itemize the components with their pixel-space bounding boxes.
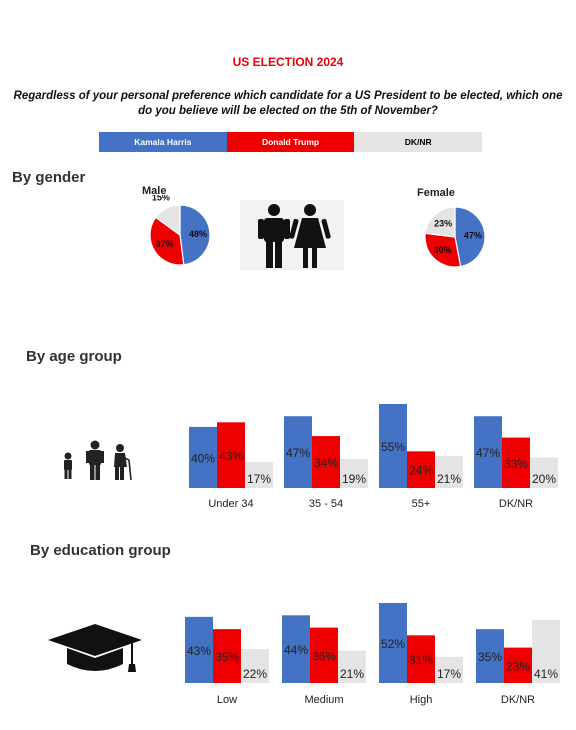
page-title: US ELECTION 2024 xyxy=(232,55,344,69)
bar-chart-age: 40% 43% 17% Under 34 47% 34% 19% 35 - 54 55% 24% 2… xyxy=(189,404,558,510)
edu-bar-1-2 xyxy=(338,650,366,683)
edu-value-label-2-1: 31% xyxy=(409,653,433,667)
pie-female-label-1: 30% xyxy=(434,245,452,255)
age-bar-0-2 xyxy=(245,462,273,488)
age-value-label-1-2: 19% xyxy=(342,472,366,486)
pie-male-label-2: 15% xyxy=(152,195,170,203)
section-title-gender: By gender xyxy=(12,169,86,186)
edu-bar-2-1 xyxy=(407,635,435,683)
age-category-label-3: DK/NR xyxy=(499,498,533,510)
family-ages-icon xyxy=(64,440,132,480)
age-value-label-0-0: 40% xyxy=(191,451,215,465)
edu-bar-1-1 xyxy=(310,627,338,683)
edu-value-label-3-1: 23% xyxy=(506,659,530,673)
pie-male-slice-1 xyxy=(149,216,185,266)
graduation-cap-icon xyxy=(48,624,142,672)
age-bar-3-0 xyxy=(474,416,502,488)
age-category-label-2: 55+ xyxy=(412,498,431,510)
section-title-age: By age group xyxy=(26,348,122,365)
edu-bar-0-1 xyxy=(213,629,241,683)
pie-chart-male: 48% 37% 15% xyxy=(149,195,211,266)
edu-value-label-1-2: 21% xyxy=(340,667,364,681)
age-bar-1-2 xyxy=(340,458,368,488)
edu-category-label-1: Medium xyxy=(304,694,343,706)
legend-item-dknr: DK/NR xyxy=(354,132,483,152)
edu-bar-1-0 xyxy=(282,615,310,683)
age-value-label-1-1: 34% xyxy=(314,456,338,470)
edu-value-label-2-0: 52% xyxy=(381,637,405,651)
age-bar-0-0 xyxy=(189,426,217,488)
age-value-label-1-0: 47% xyxy=(286,446,310,460)
age-bar-2-2 xyxy=(435,455,463,488)
age-category-label-0: Under 34 xyxy=(208,498,253,510)
age-value-label-3-2: 20% xyxy=(532,472,556,486)
pie-title-female: Female xyxy=(417,187,455,199)
bar-chart-education: 43% 35% 22% Low 44% 36% 21% Medium 52% 31% 17% High… xyxy=(185,603,560,706)
age-value-label-3-1: 33% xyxy=(504,457,528,471)
pie-chart-female: 47% 30% 23% xyxy=(424,206,486,268)
pie-title-male: Male xyxy=(142,185,167,197)
legend-item-trump: Donald Trump xyxy=(226,132,355,152)
age-value-label-3-0: 47% xyxy=(476,446,500,460)
edu-category-label-0: Low xyxy=(217,694,237,706)
pie-male-slice-0 xyxy=(179,204,211,266)
edu-value-label-2-2: 17% xyxy=(437,667,461,681)
edu-bar-2-0 xyxy=(379,603,407,683)
edu-value-label-1-0: 44% xyxy=(284,643,308,657)
section-title-education: By education group xyxy=(30,542,171,559)
age-bar-1-0 xyxy=(284,416,312,488)
edu-value-label-0-1: 35% xyxy=(215,650,239,664)
pie-male-slice-2 xyxy=(154,204,181,237)
age-bar-3-2 xyxy=(530,457,558,488)
edu-category-label-3: DK/NR xyxy=(501,694,535,706)
pie-female-slice-1 xyxy=(424,232,462,268)
pie-female-slice-0 xyxy=(454,206,486,268)
edu-bar-3-2 xyxy=(532,619,560,683)
pie-female-slice-2 xyxy=(424,206,456,238)
age-bar-2-0 xyxy=(379,404,407,488)
age-value-label-0-2: 17% xyxy=(247,472,271,486)
edu-bar-2-2 xyxy=(435,656,463,683)
age-value-label-2-0: 55% xyxy=(381,440,405,454)
age-category-label-1: 35 - 54 xyxy=(309,498,343,510)
age-bar-1-1 xyxy=(312,436,340,488)
edu-bar-3-1 xyxy=(504,647,532,683)
pie-male-label-0: 48% xyxy=(189,229,207,239)
pie-female-label-0: 47% xyxy=(464,230,482,240)
age-bar-2-1 xyxy=(407,451,435,488)
edu-bar-0-2 xyxy=(241,649,269,683)
age-value-label-0-1: 43% xyxy=(219,449,243,463)
edu-value-label-0-0: 43% xyxy=(187,644,211,658)
age-value-label-2-2: 21% xyxy=(437,472,461,486)
edu-bar-0-0 xyxy=(185,616,213,683)
edu-category-label-2: High xyxy=(410,694,433,706)
edu-value-label-1-1: 36% xyxy=(312,649,336,663)
man-woman-icon xyxy=(240,200,344,270)
edu-value-label-3-0: 35% xyxy=(478,650,502,664)
edu-value-label-0-2: 22% xyxy=(243,667,267,681)
survey-question: Regardless of your personal preference w… xyxy=(13,90,563,117)
age-value-label-2-1: 24% xyxy=(409,464,433,478)
pie-female-label-2: 23% xyxy=(434,218,452,228)
age-bar-0-1 xyxy=(217,422,245,488)
pie-male-label-1: 37% xyxy=(155,239,173,249)
edu-value-label-3-2: 41% xyxy=(534,667,558,681)
legend: Kamala Harris Donald Trump DK/NR xyxy=(99,132,483,152)
edu-bar-3-0 xyxy=(476,629,504,683)
age-bar-3-1 xyxy=(502,437,530,488)
legend-item-harris: Kamala Harris xyxy=(99,132,227,152)
